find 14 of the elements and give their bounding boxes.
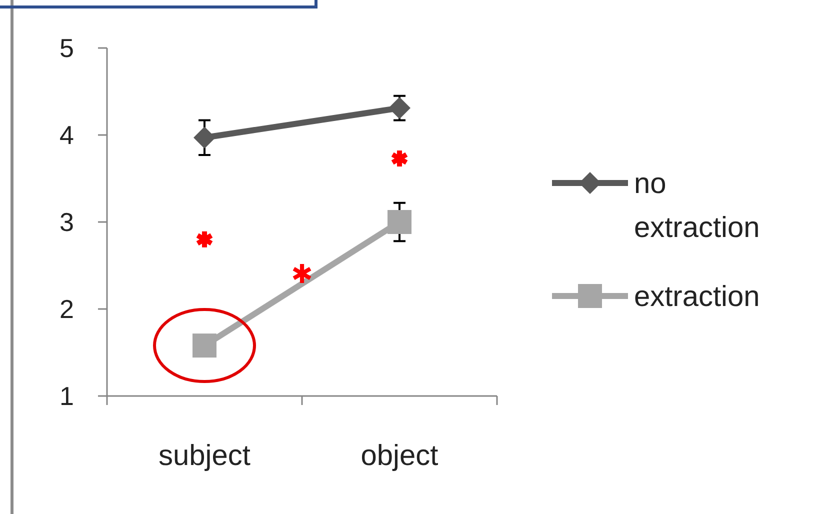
point	[192, 334, 216, 358]
legend-label: extraction	[634, 281, 760, 314]
x-tick-label: subject	[158, 440, 250, 472]
point	[194, 126, 216, 149]
x-tick-label: object	[360, 440, 438, 472]
y-tick-label: 1	[60, 381, 74, 412]
y-tick-label: 4	[60, 120, 74, 150]
legend-label: no extraction	[634, 168, 760, 244]
annotation: ✱	[291, 260, 313, 290]
y-tick-label: 5	[60, 33, 74, 64]
y-tick-label: 2	[60, 294, 74, 324]
point	[388, 97, 410, 120]
y-tick-label: 3	[60, 207, 74, 238]
point	[388, 210, 412, 234]
